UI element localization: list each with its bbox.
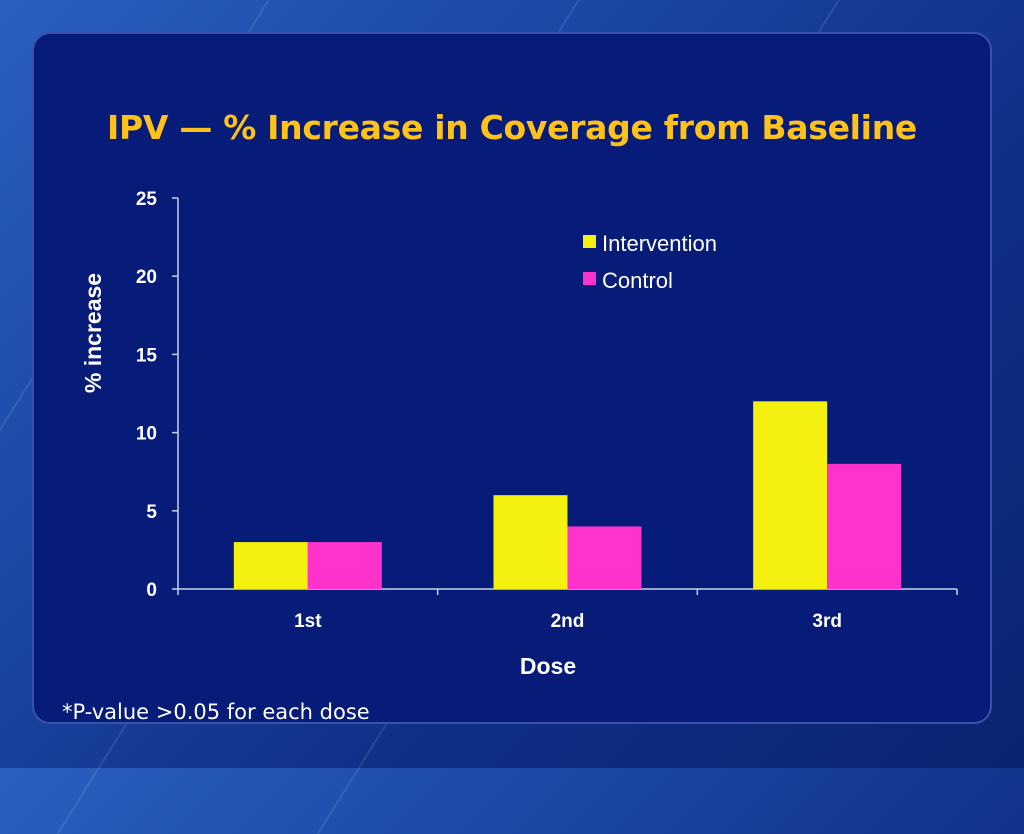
bar-intervention-1st bbox=[233, 542, 308, 589]
y-axis-title: % increase bbox=[80, 273, 106, 393]
x-tick-label: 2nd bbox=[551, 611, 585, 632]
x-tick-label: 1st bbox=[294, 611, 322, 632]
chart-title: IPV — % Increase in Coverage from Baseli… bbox=[107, 108, 917, 147]
bar-control-3rd bbox=[827, 463, 902, 589]
legend-label-intervention: Intervention bbox=[602, 231, 717, 256]
bar-control-2nd bbox=[567, 526, 642, 589]
legend-swatch-control bbox=[583, 272, 596, 285]
legend-swatch-intervention bbox=[583, 235, 596, 248]
bar-intervention-3rd bbox=[753, 401, 828, 589]
slide-panel bbox=[32, 32, 992, 724]
footnote: *P-value >0.05 for each dose bbox=[62, 700, 370, 724]
legend-label-control: Control bbox=[602, 268, 673, 293]
y-tick-label: 5 bbox=[146, 502, 157, 523]
x-axis-title: Dose bbox=[520, 653, 576, 679]
bar-intervention-2nd bbox=[493, 495, 568, 589]
y-tick-label: 20 bbox=[136, 267, 157, 288]
y-tick-label: 15 bbox=[136, 345, 158, 366]
y-tick-label: 10 bbox=[136, 424, 157, 445]
y-tick-label: 25 bbox=[136, 189, 158, 210]
bar-chart: 0 5 10 15 20 25 1st 2nd 3rd Dose % increase Interve… bbox=[80, 189, 958, 679]
bar-control-1st bbox=[307, 542, 382, 589]
y-tick-label: 0 bbox=[146, 580, 157, 601]
x-tick-label: 3rd bbox=[812, 611, 842, 632]
